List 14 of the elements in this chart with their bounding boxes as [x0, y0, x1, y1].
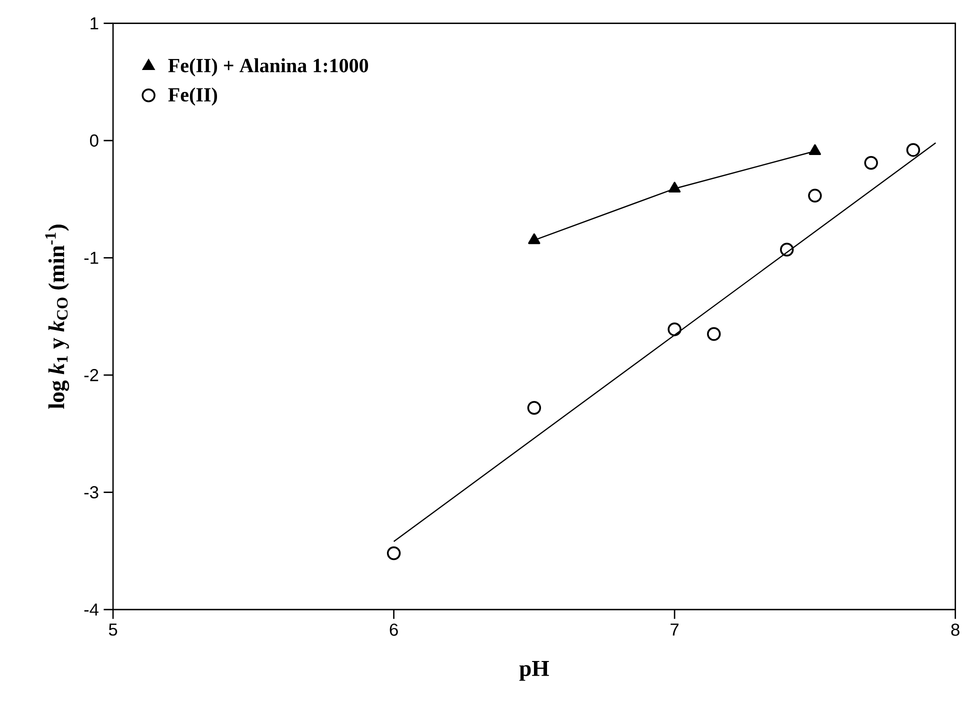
y-tick-label: 1	[90, 18, 98, 30]
x-tick-label: 5	[108, 624, 118, 636]
x-tick-label: 8	[951, 624, 960, 636]
x-axis-title: pH	[519, 661, 549, 681]
y-tick-label: -4	[84, 604, 98, 616]
y-tick-label: -2	[84, 369, 98, 382]
legend-label: Fe(II) + Alanina 1:1000	[168, 58, 368, 77]
y-tick-label: 0	[90, 134, 98, 147]
x-tick-label: 7	[670, 624, 679, 636]
x-tick-label: 6	[390, 624, 398, 636]
y-tick-label: -1	[84, 252, 98, 264]
legend-label: Fe(II)	[168, 88, 218, 106]
y-tick-label: -3	[84, 486, 98, 499]
text: log k$_{1}$ y k$_{CO}$ (min$^{-1}$)	[45, 224, 70, 409]
